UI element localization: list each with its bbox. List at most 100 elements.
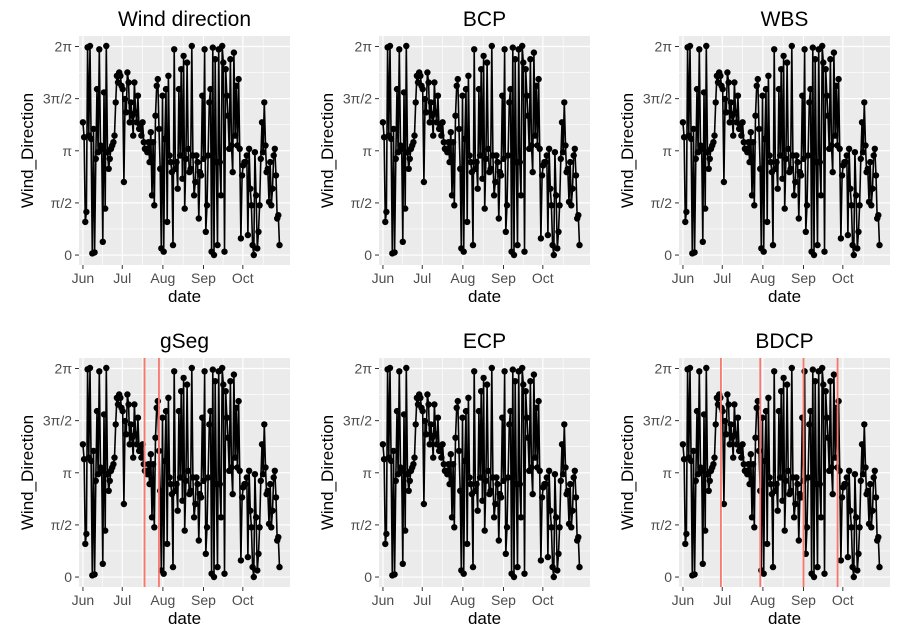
data-point <box>548 524 555 531</box>
x-tick-label: Jun <box>672 592 695 608</box>
data-point <box>465 394 472 401</box>
data-point <box>427 99 435 106</box>
data-point <box>199 92 206 99</box>
data-point <box>499 414 506 421</box>
x-axis-label: date <box>768 609 801 628</box>
data-point <box>790 192 798 199</box>
data-point <box>230 371 238 378</box>
data-point <box>833 82 840 90</box>
y-tick-label: π <box>362 465 372 481</box>
x-tick-label: Aug <box>750 270 775 286</box>
data-point <box>182 477 190 484</box>
data-point <box>237 557 245 564</box>
data-point <box>792 178 799 186</box>
data-point <box>545 467 553 474</box>
x-tick-label: Oct <box>532 592 554 608</box>
data-point <box>83 530 90 538</box>
data-point <box>472 165 479 172</box>
data-point <box>793 474 800 481</box>
x-tick-label: Jun <box>672 270 695 286</box>
data-point <box>517 192 525 199</box>
x-axis: Jun Jul Aug Sep Oct <box>72 36 254 286</box>
data-point <box>257 155 264 162</box>
data-point <box>402 527 409 534</box>
data-point <box>251 149 259 156</box>
data-point <box>493 152 500 159</box>
data-point <box>500 155 507 162</box>
data-point <box>848 524 855 531</box>
y-tick-label: 2π <box>655 361 673 377</box>
data-point <box>440 461 447 468</box>
data-point <box>119 85 126 93</box>
data-point <box>749 139 757 146</box>
data-point <box>801 46 808 53</box>
data-point <box>829 168 836 176</box>
data-point <box>533 404 540 411</box>
data-point <box>200 477 207 484</box>
data-point <box>190 514 198 521</box>
wind-direction-series <box>679 42 883 259</box>
data-point <box>778 66 785 73</box>
data-point <box>439 119 446 126</box>
data-point <box>236 467 243 474</box>
data-point <box>417 394 424 401</box>
data-point <box>779 497 786 504</box>
data-point <box>820 381 827 388</box>
data-point <box>754 75 761 83</box>
data-point <box>258 441 266 448</box>
data-point <box>181 205 188 212</box>
data-point <box>570 152 577 159</box>
data-point <box>390 125 397 133</box>
data-point <box>819 42 826 50</box>
data-point <box>123 431 130 438</box>
data-point <box>814 241 821 249</box>
data-point <box>820 59 827 66</box>
data-point <box>411 132 418 139</box>
data-point <box>431 79 438 86</box>
data-point <box>412 99 419 106</box>
data-point <box>464 218 471 226</box>
y-axis-label: Wind_Direction <box>318 93 337 208</box>
data-point <box>454 397 461 405</box>
x-tick-label: Jul <box>713 270 731 286</box>
data-point <box>545 145 553 152</box>
data-point <box>538 172 546 179</box>
data-point <box>432 431 439 438</box>
data-point <box>849 241 856 249</box>
data-point <box>762 85 770 93</box>
data-point <box>267 158 274 166</box>
data-point <box>710 461 717 468</box>
data-point <box>557 155 564 162</box>
x-tick-label: Jun <box>372 270 395 286</box>
data-point <box>174 507 181 514</box>
data-point <box>202 550 209 557</box>
data-point <box>479 497 486 504</box>
data-point <box>262 464 269 471</box>
data-point <box>238 494 246 501</box>
data-point <box>732 109 739 116</box>
data-point <box>472 487 479 494</box>
data-point <box>861 421 868 428</box>
x-tick-label: Sep <box>191 270 216 286</box>
data-point <box>690 125 697 133</box>
data-point <box>382 540 389 548</box>
data-point <box>730 132 737 139</box>
data-point <box>700 411 708 418</box>
data-point <box>446 480 453 488</box>
data-point <box>393 407 401 415</box>
data-point <box>171 368 178 375</box>
data-point <box>252 514 260 521</box>
data-point <box>493 474 500 481</box>
data-point <box>90 447 97 455</box>
panel-title: ECP <box>463 330 506 353</box>
data-point <box>269 507 276 514</box>
data-point <box>192 500 199 508</box>
data-point <box>179 175 186 182</box>
data-point <box>187 487 194 494</box>
y-tick-label: π/2 <box>51 195 73 211</box>
data-point <box>179 497 186 504</box>
y-tick-label: π/2 <box>651 517 673 533</box>
data-point <box>417 72 424 80</box>
data-point <box>421 95 429 103</box>
